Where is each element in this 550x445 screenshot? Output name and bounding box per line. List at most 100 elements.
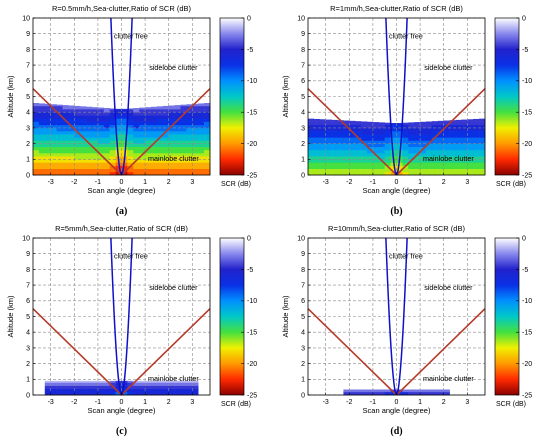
x-tick-label: -2 [346, 399, 352, 406]
heatmap-cell [39, 106, 45, 109]
heatmap-cell [308, 162, 314, 165]
heatmap-cell [63, 166, 69, 169]
heatmap-cell [473, 166, 479, 169]
heatmap-cell [39, 131, 45, 134]
heatmap-cell [461, 147, 467, 150]
heatmap-cell [438, 147, 444, 150]
heatmap-cell [479, 119, 485, 122]
heatmap-cell [338, 134, 344, 137]
heatmap-cell [175, 162, 181, 165]
heatmap-cell [479, 162, 485, 165]
heatmap-cell [349, 162, 355, 165]
heatmap-cell [186, 131, 192, 134]
heatmap-cell [343, 150, 349, 153]
heatmap-cell [432, 150, 438, 153]
heatmap-cell [163, 112, 169, 115]
heatmap-cell [33, 137, 39, 140]
heatmap-cell [426, 131, 432, 134]
heatmap-cell [80, 389, 86, 392]
x-tick-label: 1 [418, 179, 422, 186]
heatmap-cell [314, 134, 320, 137]
heatmap-cell [198, 166, 204, 169]
heatmap-cell [198, 150, 204, 153]
heatmap-cell [145, 134, 151, 137]
heatmap-cell [145, 107, 151, 109]
heatmap-cell [426, 162, 432, 165]
colorbar-gradient [220, 238, 244, 395]
heatmap-cell [151, 134, 157, 137]
heatmap-cell [39, 150, 45, 153]
heatmap-cell [133, 108, 139, 109]
heatmap-cell [349, 153, 355, 156]
y-tick-label: 7 [301, 63, 305, 70]
heatmap-cell [192, 118, 198, 121]
heatmap-cell [145, 389, 151, 392]
heatmap-cell [450, 166, 456, 169]
x-tick-label: 0 [395, 179, 399, 186]
colorbar-tick-label: -25 [522, 392, 532, 399]
heatmap-cell [385, 131, 391, 134]
heatmap-cell [104, 112, 110, 115]
heatmap-cell [122, 109, 128, 110]
colorbar-gradient [495, 238, 519, 395]
heatmap-cell [314, 137, 320, 140]
heatmap-cell [68, 118, 74, 121]
heatmap-cell [444, 162, 450, 165]
heatmap-cell [57, 159, 63, 162]
heatmap-cell [80, 122, 86, 125]
heatmap-cell [139, 389, 145, 392]
heatmap-cell [110, 144, 116, 147]
y-tick-label: 2 [301, 361, 305, 368]
heatmap-cell [361, 131, 367, 134]
heatmap-cell [74, 382, 80, 385]
heatmap-cell [133, 386, 139, 389]
heatmap-cell [479, 128, 485, 131]
x-axis-label: Scan angle (degree) [363, 186, 431, 195]
heatmap-cell [163, 137, 169, 140]
heatmap-cell [45, 386, 51, 389]
heatmap-cell [151, 112, 157, 115]
heatmap-cell [320, 131, 326, 134]
heatmap-cell [110, 128, 116, 131]
heatmap-cell [39, 128, 45, 131]
heatmap-cell [379, 153, 385, 156]
heatmap-cell [98, 381, 104, 383]
y-tick-label: 2 [26, 141, 30, 148]
heatmap-cell [68, 106, 74, 109]
heatmap-cell [139, 162, 145, 165]
heatmap-cell [461, 162, 467, 165]
heatmap-cell [204, 118, 210, 121]
heatmap-cell [332, 153, 338, 156]
heatmap-cell [133, 147, 139, 150]
heatmap-cell [373, 166, 379, 169]
heatmap-cell [326, 134, 332, 137]
heatmap-cell [92, 128, 98, 131]
heatmap-cell [133, 134, 139, 137]
heatmap-cell [45, 147, 51, 150]
heatmap-cell [320, 166, 326, 169]
heatmap-cell [133, 169, 139, 172]
heatmap-cell [163, 147, 169, 150]
heatmap-cell [68, 112, 74, 115]
heatmap-cell [204, 115, 210, 118]
heatmap-cell [432, 166, 438, 169]
heatmap-cell [33, 166, 39, 169]
colorbar-tick-label: -15 [247, 110, 257, 117]
heatmap-cell [80, 159, 86, 162]
heatmap-cell [104, 115, 110, 118]
panel-label: (d) [390, 426, 402, 437]
heatmap-cell [51, 381, 57, 383]
heatmap-cell [379, 144, 385, 147]
heatmap-cell [63, 386, 69, 389]
heatmap-cell [361, 169, 367, 172]
heatmap-cell [349, 147, 355, 150]
y-tick-label: 9 [301, 251, 305, 258]
heatmap-cell [104, 147, 110, 150]
heatmap-cell [204, 144, 210, 147]
heatmap-cell [86, 166, 92, 169]
heatmap-cell [45, 166, 51, 169]
heatmap-cell [391, 150, 397, 153]
heatmap-cell [92, 118, 98, 121]
heatmap-cell [343, 144, 349, 147]
heatmap-cell [169, 115, 175, 118]
